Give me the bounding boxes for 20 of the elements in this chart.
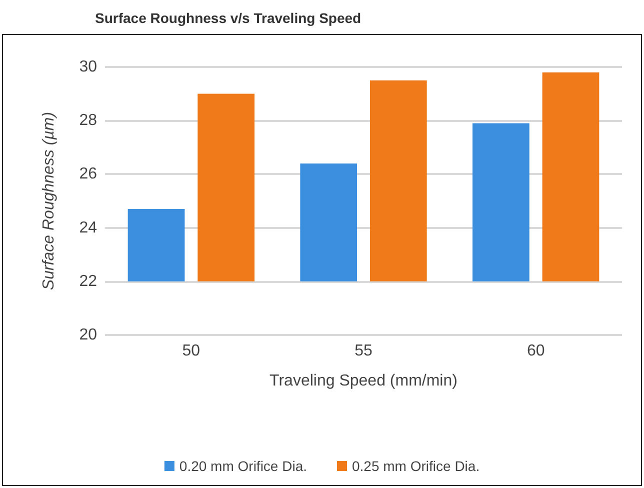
x-axis-title: Traveling Speed (mm/min) xyxy=(270,372,458,390)
bar xyxy=(542,72,600,282)
x-tick-label: 50 xyxy=(182,342,200,360)
y-tick-label: 20 xyxy=(79,326,98,344)
legend-label: 0.20 mm Orifice Dia. xyxy=(179,458,308,474)
bar xyxy=(370,80,427,282)
legend-label: 0.25 mm Orifice Dia. xyxy=(352,458,480,474)
x-tick-label: 55 xyxy=(354,342,372,360)
y-tick-label: 28 xyxy=(79,112,98,130)
bar xyxy=(128,209,185,282)
bar xyxy=(300,163,358,282)
chart-title: Surface Roughness v/s Traveling Speed xyxy=(95,10,362,26)
x-tick-label: 60 xyxy=(526,342,545,360)
y-tick-label: 26 xyxy=(79,166,98,183)
y-tick-label: 30 xyxy=(79,58,98,76)
bar xyxy=(198,94,254,282)
y-axis-title: Surface Roughness (µm) xyxy=(40,112,58,290)
y-tick-label: 24 xyxy=(79,219,98,236)
bar xyxy=(472,123,530,282)
y-tick-label: 22 xyxy=(79,272,98,290)
